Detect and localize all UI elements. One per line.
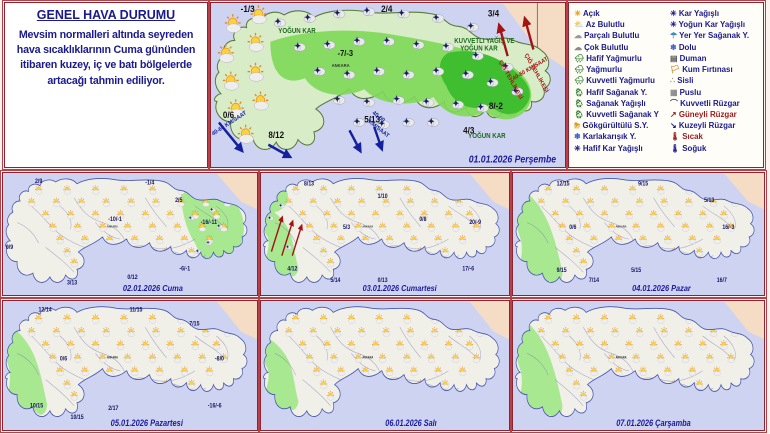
svg-text:ANKARA: ANKARA — [616, 224, 627, 228]
svg-text:5/14: 5/14 — [330, 278, 341, 284]
svg-text:0/12: 0/12 — [127, 275, 137, 281]
svg-text:✦: ✦ — [279, 203, 283, 208]
svg-text:✦: ✦ — [210, 207, 214, 212]
svg-text:06.01.2026 Salı: 06.01.2026 Salı — [385, 418, 437, 428]
svg-text:17/-6: 17/-6 — [462, 266, 474, 272]
svg-text:✦: ✦ — [403, 116, 410, 127]
svg-text:12/15: 12/15 — [557, 181, 570, 187]
svg-text:-16/-11: -16/-11 — [201, 220, 217, 226]
svg-text:✦: ✦ — [206, 240, 210, 245]
svg-text:YOĞUN KAR: YOĞUN KAR — [460, 43, 498, 52]
svg-text:✦: ✦ — [364, 96, 371, 107]
svg-text:ANKARA: ANKARA — [362, 355, 373, 359]
svg-text:✦: ✦ — [487, 76, 494, 87]
svg-text:-1/3: -1/3 — [241, 3, 255, 14]
svg-text:16/-3: 16/-3 — [722, 225, 734, 231]
svg-text:-7/-3: -7/-3 — [338, 49, 354, 58]
svg-text:YOĞUN KAR: YOĞUN KAR — [278, 25, 316, 34]
svg-text:5/13: 5/13 — [704, 198, 714, 204]
svg-text:9/15: 9/15 — [557, 268, 567, 274]
svg-text:8/12: 8/12 — [268, 130, 284, 141]
svg-text:✦: ✦ — [433, 65, 440, 76]
svg-text:2/9: 2/9 — [35, 179, 42, 185]
svg-text:12/14: 12/14 — [39, 307, 53, 314]
svg-text:✦: ✦ — [189, 215, 193, 220]
svg-text:✦: ✦ — [364, 5, 371, 16]
svg-text:ANKARA: ANKARA — [332, 63, 351, 68]
svg-text:1/10: 1/10 — [378, 193, 388, 199]
svg-text:✦: ✦ — [477, 101, 484, 112]
svg-text:✦: ✦ — [268, 215, 272, 220]
svg-text:✦: ✦ — [467, 21, 474, 32]
svg-text:0/8: 0/8 — [419, 217, 426, 223]
svg-text:9/15: 9/15 — [638, 181, 648, 187]
svg-text:✦: ✦ — [334, 7, 341, 18]
svg-text:KUVVETLI YAĞIŞ VE: KUVVETLI YAĞIŞ VE — [454, 35, 515, 44]
svg-text:✦: ✦ — [428, 116, 435, 127]
svg-text:04.01.2026 Pazar: 04.01.2026 Pazar — [632, 284, 691, 294]
svg-text:✦: ✦ — [453, 98, 460, 109]
svg-text:3/4: 3/4 — [488, 8, 499, 19]
svg-text:✦: ✦ — [324, 38, 331, 49]
svg-text:✦: ✦ — [304, 12, 311, 23]
svg-text:✦: ✦ — [413, 38, 420, 49]
svg-text:✦: ✦ — [344, 68, 351, 79]
svg-text:✦: ✦ — [354, 116, 361, 127]
svg-text:0/9: 0/9 — [6, 245, 13, 251]
svg-text:16/7: 16/7 — [717, 278, 727, 284]
svg-text:✦: ✦ — [373, 65, 380, 76]
svg-text:✦: ✦ — [294, 41, 301, 52]
svg-text:10/15: 10/15 — [71, 415, 85, 422]
svg-text:✦: ✦ — [314, 65, 321, 76]
svg-text:11/15: 11/15 — [130, 307, 143, 314]
svg-text:✦: ✦ — [433, 12, 440, 23]
svg-text:7/15: 7/15 — [189, 321, 200, 328]
svg-text:03.01.2026 Cumartesi: 03.01.2026 Cumartesi — [363, 284, 438, 294]
svg-text:✦: ✦ — [403, 68, 410, 79]
svg-text:-1/4: -1/4 — [145, 180, 155, 186]
svg-text:ANKARA: ANKARA — [362, 224, 373, 228]
svg-text:✦: ✦ — [443, 41, 450, 52]
svg-text:0/6: 0/6 — [569, 225, 576, 231]
svg-text:✦: ✦ — [354, 35, 361, 46]
svg-text:✦: ✦ — [383, 35, 390, 46]
svg-text:✦: ✦ — [423, 96, 430, 107]
svg-text:-16/-6: -16/-6 — [208, 403, 222, 410]
svg-text:07.01.2026 Çarşamba: 07.01.2026 Çarşamba — [616, 417, 691, 428]
svg-text:10/15: 10/15 — [30, 403, 44, 410]
svg-text:8/-2: 8/-2 — [489, 101, 503, 112]
svg-text:✦: ✦ — [393, 94, 400, 105]
svg-text:✦: ✦ — [334, 94, 341, 105]
svg-text:YOĞUN KAR: YOĞUN KAR — [468, 131, 506, 140]
svg-text:4/12: 4/12 — [287, 266, 297, 272]
svg-text:20/-9: 20/-9 — [469, 220, 481, 226]
svg-text:2/4: 2/4 — [381, 3, 392, 14]
svg-text:5/15: 5/15 — [631, 268, 641, 274]
svg-text:✦: ✦ — [462, 68, 469, 79]
svg-text:ANKARA: ANKARA — [107, 224, 118, 228]
svg-text:✦: ✦ — [286, 244, 290, 249]
svg-text:5/3: 5/3 — [343, 225, 350, 231]
svg-text:05.01.2026 Pazartesi: 05.01.2026 Pazartesi — [111, 417, 184, 428]
svg-text:✦: ✦ — [275, 16, 282, 27]
svg-text:01.01.2026 Perşembe: 01.01.2026 Perşembe — [469, 154, 556, 165]
svg-text:0/6: 0/6 — [60, 356, 68, 363]
svg-text:3/13: 3/13 — [67, 280, 77, 286]
svg-text:02.01.2026 Cuma: 02.01.2026 Cuma — [123, 284, 184, 294]
svg-text:ANKARA: ANKARA — [107, 355, 118, 359]
svg-text:-6/-1: -6/-1 — [179, 266, 190, 272]
svg-text:-10/-1: -10/-1 — [108, 217, 122, 223]
svg-text:-8/0: -8/0 — [215, 356, 225, 363]
svg-text:2/17: 2/17 — [108, 406, 119, 413]
svg-text:✦: ✦ — [217, 223, 221, 228]
svg-text:2/5: 2/5 — [175, 198, 182, 204]
svg-text:✦: ✦ — [196, 248, 200, 253]
svg-text:ANKARA: ANKARA — [616, 355, 627, 359]
svg-text:7/14: 7/14 — [589, 278, 600, 284]
svg-text:✦: ✦ — [398, 7, 405, 18]
svg-text:8/13: 8/13 — [304, 181, 314, 187]
